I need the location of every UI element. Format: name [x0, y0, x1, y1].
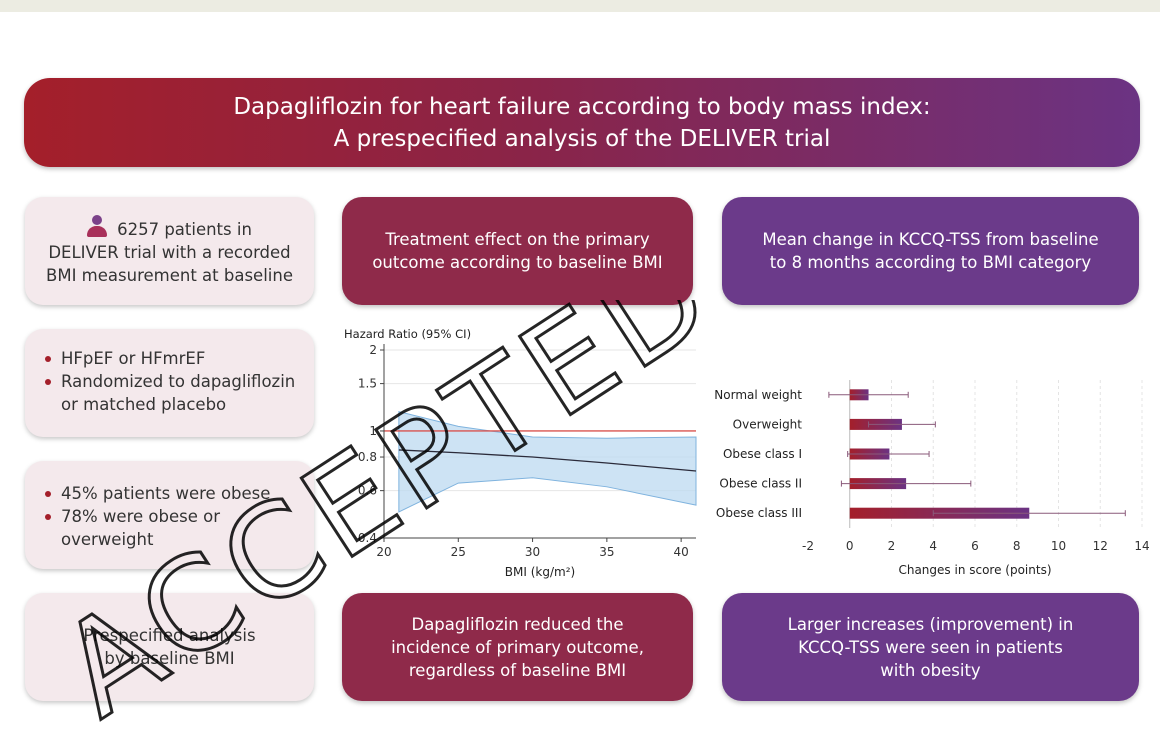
hr-x-axis-title: BMI (kg/m²)	[505, 565, 575, 579]
hr-x-tick-label: 35	[599, 545, 614, 559]
treatment-header-line: outcome according to baseline BMI	[372, 253, 663, 272]
hr-confidence-band	[398, 410, 697, 513]
hr-x-tick-label: 20	[376, 545, 391, 559]
hr-y-tick-label: 0.4	[358, 531, 377, 545]
hr-y-tick-label: 0.6	[358, 484, 377, 498]
hazard-ratio-chart: 0.4 0.6 0.8 1 1.5 2 20 25 30 35 40 Hazard Ratio (95…	[344, 327, 697, 579]
kccq-conclusion-line: KCCQ-TSS were seen in patients	[798, 637, 1063, 657]
hr-x-tick-label: 25	[451, 545, 466, 559]
kccq-x-tick-label: 8	[1013, 539, 1021, 553]
kccq-x-tick-label: 4	[929, 539, 937, 553]
kccq-category-label: Obese class II	[719, 477, 802, 491]
kccq-x-tick-label: 6	[971, 539, 979, 553]
kccq-header-line: Mean change in KCCQ-TSS from baseline	[762, 230, 1099, 249]
analysis-line-1: Prespecified analysis	[83, 626, 256, 645]
kccq-conclusion-line: with obesity	[880, 660, 981, 680]
kccq-category-label: Overweight	[733, 417, 803, 431]
title-banner: Dapagliflozin for heart failure accordin…	[24, 78, 1140, 167]
obesity-item: 45% patients were obese	[43, 482, 304, 505]
treatment-conclusion-line: incidence of primary outcome,	[391, 637, 644, 657]
kccq-header-line: to 8 months according to BMI category	[769, 253, 1092, 272]
hr-y-tick-label: 0.8	[358, 450, 377, 464]
kccq-category-label: Obese class I	[723, 447, 802, 461]
kccq-conclusion-box: Larger increases (improvement) in KCCQ-T…	[722, 593, 1139, 701]
criteria-item: HFpEF or HFmrEF	[43, 347, 304, 370]
title-line-1: Dapagliflozin for heart failure accordin…	[233, 93, 931, 120]
treatment-conclusion-line: Dapagliflozin reduced the	[411, 614, 624, 634]
kccq-x-tick-label: 2	[888, 539, 896, 553]
obesity-box: 45% patients were obese 78% were obese o…	[25, 461, 314, 569]
hr-x-tick-label: 30	[525, 545, 540, 559]
hr-x-tick-label: 40	[674, 545, 689, 559]
criteria-box: HFpEF or HFmrEF Randomized to dapagliflo…	[25, 329, 314, 437]
treatment-header-line: Treatment effect on the primary	[385, 230, 650, 249]
treatment-conclusion-line: regardless of baseline BMI	[408, 660, 627, 680]
kccq-category-label: Obese class III	[716, 506, 802, 520]
kccq-conclusion-line: Larger increases (improvement) in	[787, 614, 1074, 634]
patients-line-2: DELIVER trial with a recorded	[48, 243, 291, 262]
criteria-item: Randomized to dapagliflozin or matched pl…	[43, 370, 304, 416]
patients-line-3: BMI measurement at baseline	[46, 266, 293, 285]
hr-y-axis-title: Hazard Ratio (95% CI)	[344, 327, 471, 341]
kccq-x-tick-label: 10	[1051, 539, 1066, 553]
patients-box: 6257 patients in DELIVER trial with a re…	[25, 197, 314, 305]
hr-estimate-line	[398, 449, 697, 472]
kccq-x-tick-label: 0	[846, 539, 854, 553]
hr-y-tick-label: 2	[369, 343, 377, 357]
kccq-x-tick-label: 12	[1093, 539, 1108, 553]
kccq-header-box: Mean change in KCCQ-TSS from baseline to…	[722, 197, 1139, 305]
top-bar	[0, 0, 1160, 12]
analysis-line-2: by baseline BMI	[104, 649, 235, 668]
kccq-x-axis-title: Changes in score (points)	[898, 563, 1051, 577]
kccq-x-tick-label: -2	[802, 539, 814, 553]
patients-line-1: 6257 patients in	[117, 220, 252, 239]
title-line-2: A prespecified analysis of the DELIVER t…	[333, 125, 831, 152]
hr-y-tick-label: 1.5	[358, 377, 377, 391]
kccq-category-label: Normal weight	[714, 388, 802, 402]
obesity-item: 78% were obese or overweight	[43, 505, 304, 551]
treatment-conclusion-box: Dapagliflozin reduced the incidence of p…	[342, 593, 693, 701]
person-icon	[87, 215, 108, 237]
kccq-x-tick-label: 14	[1134, 539, 1149, 553]
hr-y-tick-label: 1	[369, 424, 377, 438]
analysis-box: Prespecified analysis by baseline BMI	[25, 593, 314, 701]
treatment-header-box: Treatment effect on the primary outcome …	[342, 197, 693, 305]
kccq-bar-chart: Normal weight Overweight Obese class I Obes…	[714, 380, 1150, 577]
